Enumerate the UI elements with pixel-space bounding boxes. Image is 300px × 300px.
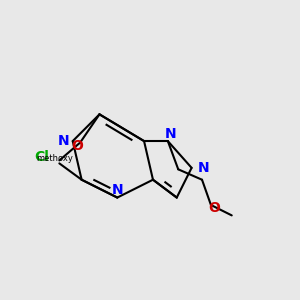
- Text: O: O: [71, 139, 83, 152]
- Text: N: N: [58, 134, 70, 148]
- Text: methoxy: methoxy: [37, 154, 73, 164]
- Text: O: O: [208, 201, 220, 215]
- Text: N: N: [198, 161, 209, 175]
- Text: Cl: Cl: [34, 150, 49, 164]
- Text: N: N: [112, 183, 123, 197]
- Text: N: N: [165, 127, 177, 141]
